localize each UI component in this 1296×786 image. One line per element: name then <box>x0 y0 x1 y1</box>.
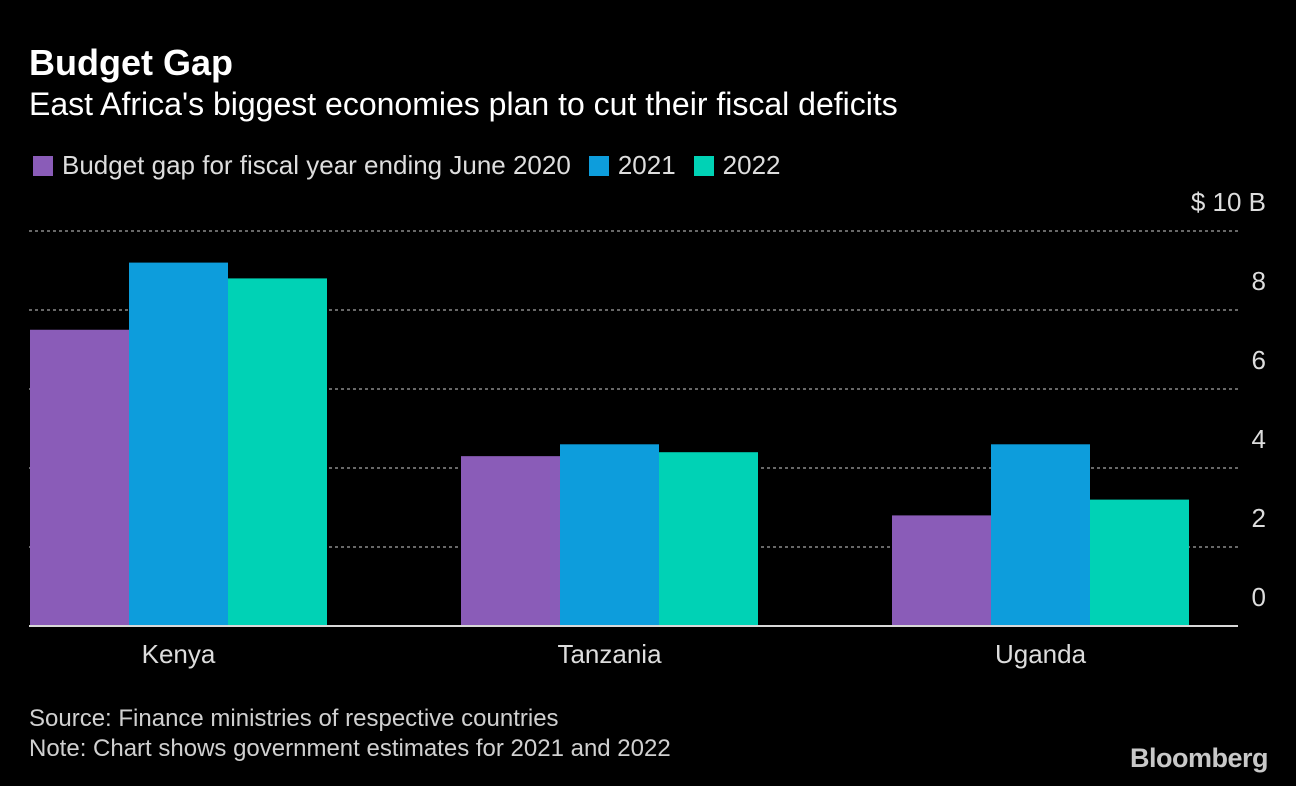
y-tick-label-2: 4 <box>1252 424 1266 454</box>
axes: 0 2 4 6 8 $ 10 B Kenya Tanzania Uganda <box>29 187 1266 669</box>
source-note: Source: Finance ministries of respective… <box>29 705 559 732</box>
bar-uganda-1 <box>991 444 1090 626</box>
legend-item-2020: Budget gap for fiscal year ending June 2… <box>33 150 571 181</box>
legend-label-2022: 2022 <box>722 150 781 180</box>
bar-uganda-2 <box>1090 499 1189 626</box>
bar-uganda-0 <box>892 515 991 626</box>
bar-tanzania-1 <box>560 444 659 626</box>
y-tick-label-1: 2 <box>1252 503 1266 533</box>
legend-label-2020: Budget gap for fiscal year ending June 2… <box>62 150 571 180</box>
legend: Budget gap for fiscal year ending June 2… <box>33 150 799 181</box>
chart-subtitle: East Africa's biggest economies plan to … <box>29 86 898 122</box>
bar-kenya-1 <box>129 262 228 626</box>
y-tick-label-5: $ 10 B <box>1191 187 1266 217</box>
x-tick-label-uganda: Uganda <box>995 639 1087 669</box>
legend-swatch-2022 <box>693 155 714 176</box>
legend-swatch-2021 <box>588 155 609 176</box>
legend-item-2022: 2022 <box>693 150 781 181</box>
y-tick-label-4: 8 <box>1252 266 1266 296</box>
x-tick-label-tanzania: Tanzania <box>557 639 662 669</box>
legend-label-2021: 2021 <box>617 150 676 180</box>
y-tick-label-0: 0 <box>1252 582 1266 612</box>
bar-kenya-2 <box>228 278 327 626</box>
bloomberg-logo: Bloomberg <box>1129 743 1269 773</box>
legend-item-2021: 2021 <box>588 150 676 181</box>
bar-tanzania-0 <box>461 456 560 626</box>
bar-tanzania-2 <box>659 452 758 626</box>
legend-swatch-2020 <box>33 155 53 176</box>
bars <box>30 262 1189 626</box>
bar-kenya-0 <box>30 329 129 626</box>
chart-title: Budget Gap <box>29 42 233 83</box>
x-tick-label-kenya: Kenya <box>142 639 216 669</box>
y-tick-label-3: 6 <box>1252 345 1266 375</box>
chart-note: Note: Chart shows government estimates f… <box>29 735 671 762</box>
